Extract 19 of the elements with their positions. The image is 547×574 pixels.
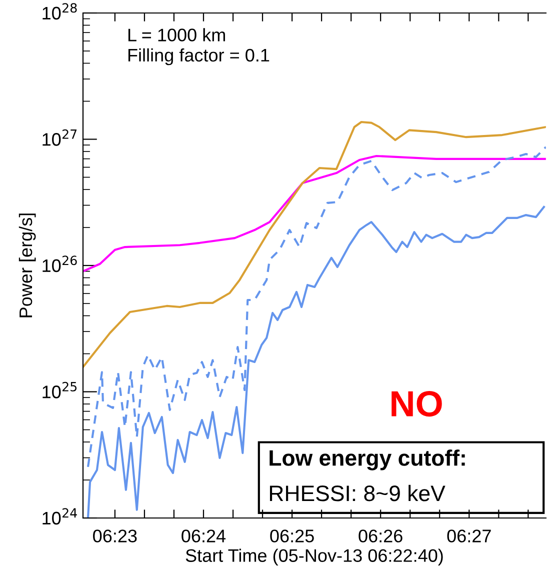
line-series [83, 154, 546, 272]
x-tick-label: 06:26 [358, 530, 402, 542]
y-tick-label: 10$^{27}$ [42, 129, 77, 146]
x-axis-title: Start Time (05-Nov-13 06:22:40) [186, 548, 443, 566]
annotation: RHESSI: 8~9 keV [270, 484, 446, 502]
annotation: Filling factor = 0.1 [128, 48, 270, 66]
line-series [83, 120, 546, 368]
annotation: Low energy cutoff: [270, 450, 465, 470]
x-tick-label: 06:24 [182, 530, 226, 542]
x-tick-label: 06:23 [93, 530, 137, 542]
y-tick-label: 10$^{26}$ [42, 256, 77, 272]
y-tick-label: 10$^{24}$ [42, 508, 77, 525]
annotation: NO [392, 391, 442, 417]
x-tick-label: 06:25 [270, 530, 314, 542]
x-tick-label: 06:27 [447, 530, 491, 542]
annotation: L = 1000 km [128, 28, 225, 42]
y-tick-label: 10$^{28}$ [42, 3, 77, 20]
y-tick-label: 10$^{25}$ [42, 382, 77, 398]
y-axis-title: Power [erg/s] [18, 214, 36, 318]
